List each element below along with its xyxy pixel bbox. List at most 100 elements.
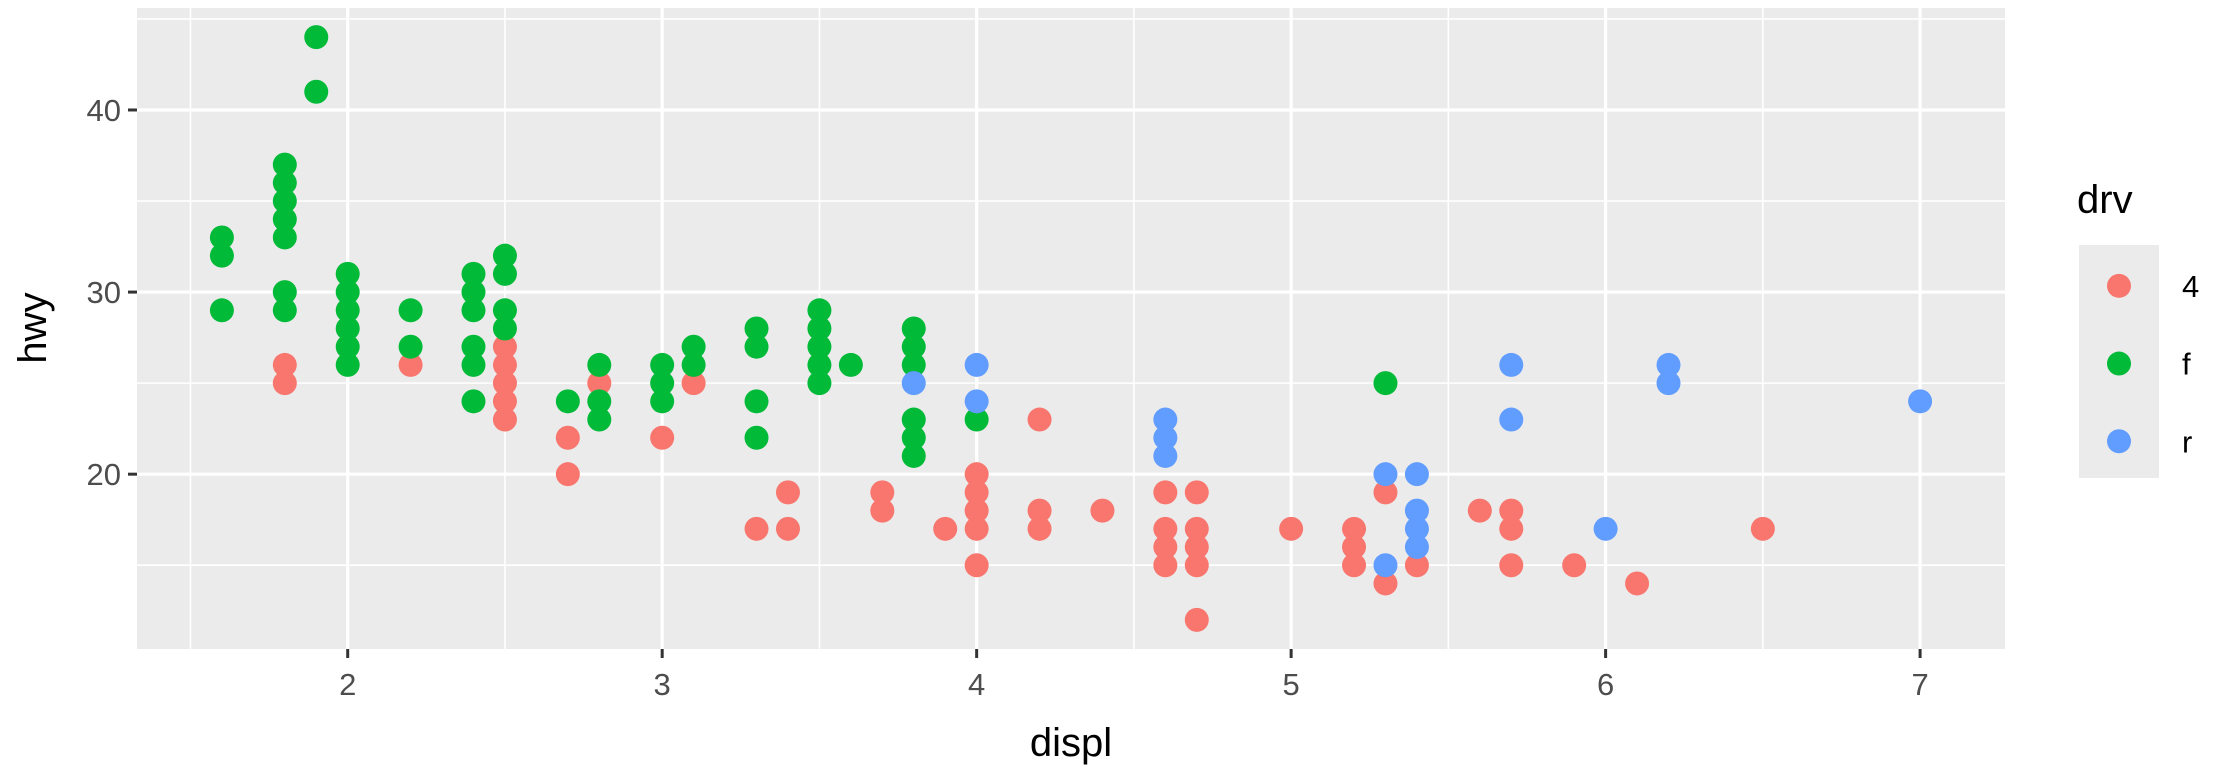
y-axis-title: hwy	[11, 292, 55, 363]
data-point-f	[492, 316, 517, 341]
data-point-f	[807, 316, 832, 341]
data-point-f	[272, 225, 297, 250]
data-point-r	[1404, 516, 1429, 541]
data-point-r	[1593, 516, 1618, 541]
data-point-4	[1342, 535, 1367, 560]
data-point-4	[1499, 498, 1524, 523]
major-gridlines	[137, 8, 2005, 649]
data-point-4	[650, 425, 675, 450]
data-point-r	[964, 389, 989, 414]
data-point-4	[1027, 407, 1052, 432]
data-point-f	[304, 25, 329, 50]
data-point-f	[461, 334, 486, 359]
data-point-f	[650, 389, 675, 414]
data-point-4	[1562, 553, 1587, 578]
data-point-f	[807, 352, 832, 377]
data-point-4	[1153, 480, 1178, 505]
data-point-f	[744, 334, 769, 359]
data-point-4	[1184, 553, 1209, 578]
data-point-f	[807, 334, 832, 359]
legend-key-f	[2107, 351, 2131, 376]
data-point-f	[492, 261, 517, 286]
data-point-4	[1027, 498, 1052, 523]
legend-key-r	[2107, 429, 2131, 454]
data-point-4	[775, 480, 800, 505]
data-point-4	[964, 498, 989, 523]
data-point-f	[461, 280, 486, 305]
data-point-f	[681, 352, 706, 377]
x-tick-label: 4	[968, 667, 985, 702]
data-point-4	[1499, 516, 1524, 541]
data-point-4	[492, 407, 517, 432]
data-point-r	[1153, 407, 1178, 432]
data-point-4	[272, 371, 297, 396]
data-point-4	[1184, 535, 1209, 560]
data-point-4	[492, 371, 517, 396]
data-point-f	[272, 189, 297, 214]
data-point-r	[1373, 553, 1398, 578]
data-point-f	[901, 425, 926, 450]
data-point-r	[1404, 498, 1429, 523]
legend-title: drv	[2077, 178, 2133, 222]
data-point-f	[272, 298, 297, 323]
data-point-f	[209, 298, 234, 323]
data-point-f	[744, 389, 769, 414]
x-axis-title: displ	[1030, 721, 1112, 765]
data-point-r	[964, 352, 989, 377]
data-point-4	[398, 352, 423, 377]
data-point-r	[1499, 407, 1524, 432]
data-point-f	[398, 334, 423, 359]
legend-label-4: 4	[2182, 269, 2199, 304]
data-point-4	[1184, 480, 1209, 505]
panel-background	[137, 8, 2005, 649]
data-point-f	[335, 352, 360, 377]
legend-label-f: f	[2182, 347, 2191, 382]
legend-label-r: r	[2182, 424, 2192, 459]
data-point-4	[1153, 553, 1178, 578]
data-point-4	[272, 352, 297, 377]
data-point-f	[1373, 371, 1398, 396]
data-point-r	[1404, 462, 1429, 487]
data-point-f	[901, 443, 926, 468]
data-point-4	[555, 462, 580, 487]
y-axis: 20 30 40	[87, 93, 137, 492]
legend: drv 4 f r	[2077, 178, 2199, 478]
data-point-f	[335, 316, 360, 341]
data-point-f	[335, 261, 360, 286]
data-point-4	[1373, 480, 1398, 505]
data-point-f	[838, 352, 863, 377]
data-point-4	[1184, 516, 1209, 541]
x-axis: 2 3 4 5 6 7	[339, 649, 1929, 702]
data-point-4	[492, 389, 517, 414]
data-point-f	[807, 371, 832, 396]
x-tick-label: 3	[654, 667, 671, 702]
legend-entries: 4 f r	[2107, 269, 2199, 459]
data-point-f	[901, 352, 926, 377]
data-point-f	[335, 280, 360, 305]
data-point-r	[1656, 352, 1681, 377]
data-point-f	[587, 352, 612, 377]
data-point-f	[272, 152, 297, 177]
data-point-4	[1499, 553, 1524, 578]
data-point-f	[398, 298, 423, 323]
x-tick-label: 7	[1911, 667, 1928, 702]
data-point-f	[681, 334, 706, 359]
data-point-r	[1908, 389, 1933, 414]
data-point-4	[1342, 516, 1367, 541]
data-point-f	[587, 389, 612, 414]
data-point-f	[272, 280, 297, 305]
data-point-f	[650, 371, 675, 396]
x-tick-label: 2	[339, 667, 356, 702]
data-point-f	[492, 243, 517, 268]
data-point-f	[461, 389, 486, 414]
y-tick-label: 30	[87, 275, 121, 310]
data-point-4	[964, 480, 989, 505]
data-point-f	[304, 79, 329, 104]
data-point-4	[1404, 553, 1429, 578]
x-tick-label: 6	[1597, 667, 1614, 702]
x-tick-label: 5	[1283, 667, 1300, 702]
data-point-f	[650, 352, 675, 377]
data-point-4	[1750, 516, 1775, 541]
